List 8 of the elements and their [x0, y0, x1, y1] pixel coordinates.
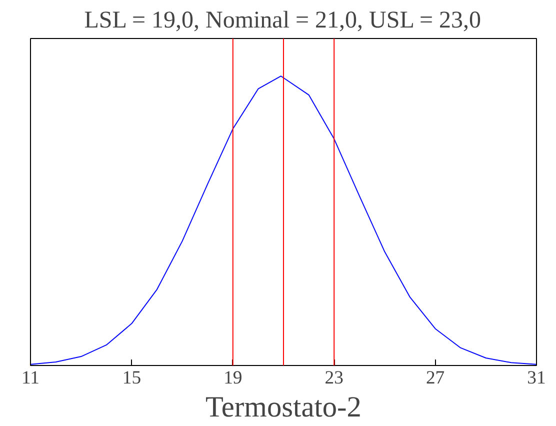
x-tick-label: 23 — [324, 368, 344, 388]
x-axis-title: Termostato-2 — [206, 392, 362, 424]
x-tick-label: 15 — [122, 368, 142, 388]
x-tick-label: 31 — [527, 368, 546, 388]
x-tick-label: 19 — [224, 368, 242, 388]
x-tick-label: 11 — [22, 368, 40, 388]
chart-title: LSL = 19,0, Nominal = 21,0, USL = 23,0 — [84, 8, 482, 34]
x-tick-label: 27 — [426, 368, 445, 388]
